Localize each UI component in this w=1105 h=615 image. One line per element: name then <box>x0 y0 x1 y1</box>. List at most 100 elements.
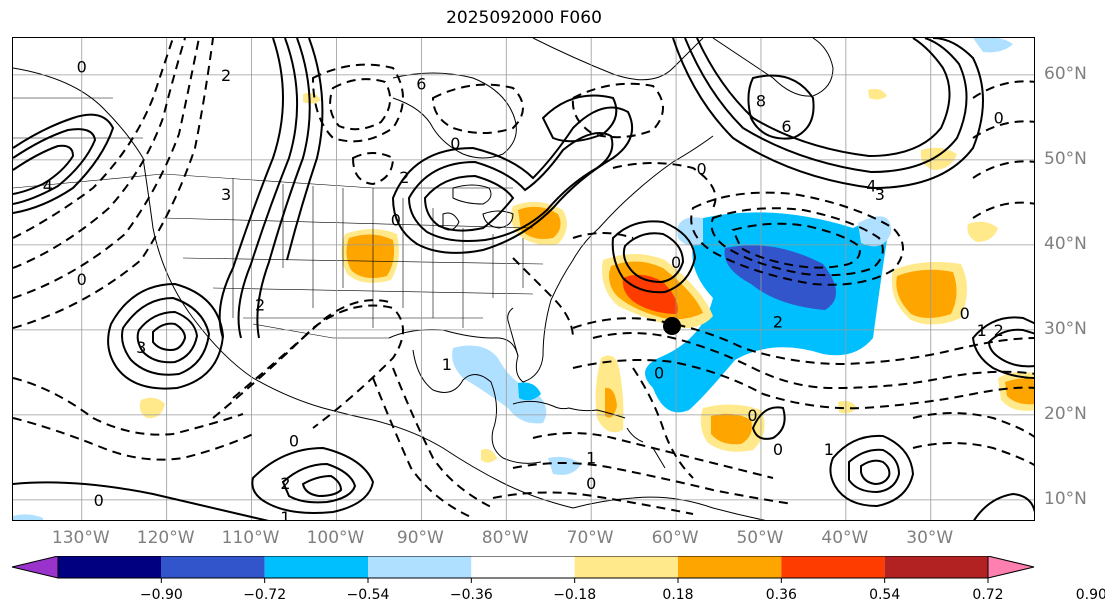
positive-anomaly-region <box>967 221 998 242</box>
positive-anomaly-region <box>303 92 321 104</box>
colorbar-segment <box>471 556 575 578</box>
positive-anomaly-region <box>838 400 857 414</box>
contour-label: 1 <box>442 355 452 374</box>
contour-label: 0 <box>773 440 783 459</box>
positive-anomaly-region <box>346 234 395 278</box>
contour-label: 8 <box>756 91 766 110</box>
coastlines <box>13 38 834 520</box>
colorbar-tick-label: −0.36 <box>449 587 493 603</box>
contour-label: 3 <box>875 185 885 204</box>
longitude-label: 90°W <box>396 528 444 548</box>
longitude-label: 80°W <box>481 528 529 548</box>
positive-anomaly-region <box>605 387 617 418</box>
positive-anomaly-region <box>868 88 887 100</box>
latitude-label: 60°N <box>1044 63 1087 84</box>
colorbar-tick-label: −0.18 <box>553 587 597 603</box>
colorbar-segment <box>368 556 472 578</box>
contour-label: 0 <box>289 431 299 450</box>
longitude-label: 100°W <box>306 528 365 548</box>
contour-label: 3 <box>221 185 231 204</box>
contour-label: 0 <box>77 270 87 289</box>
latitude-label: 50°N <box>1044 148 1087 169</box>
contour-label: 0 <box>654 363 664 382</box>
contour-label: 2 <box>280 474 290 493</box>
colorbar-extend-high <box>987 556 1035 579</box>
latitude-label: 30°N <box>1044 318 1087 339</box>
state-borders <box>13 97 544 339</box>
colorbar-tick-label: 0.90 <box>1075 587 1105 603</box>
contour-label: 4 <box>43 176 53 195</box>
longitude-label: 30°W <box>906 528 954 548</box>
storm-center-marker <box>663 317 681 335</box>
latitude-label: 10°N <box>1044 488 1087 509</box>
negative-anomaly-region <box>645 212 889 413</box>
colorbar-segment <box>161 556 265 578</box>
contour-label: 2 <box>773 312 783 331</box>
longitude-label: 50°W <box>736 528 784 548</box>
colorbar-segment <box>678 556 782 578</box>
negative-anomaly-region <box>518 382 541 401</box>
colorbar-tick-label: −0.90 <box>139 587 183 603</box>
contour-label: 0 <box>450 134 460 153</box>
solid-contours <box>13 38 1034 520</box>
contour-label: 0 <box>671 253 681 272</box>
longitude-label: 110°W <box>221 528 280 548</box>
contour-label: 4 <box>866 176 876 195</box>
contour-label: 0 <box>960 304 970 323</box>
longitude-label: 120°W <box>136 528 195 548</box>
longitude-label: 130°W <box>51 528 110 548</box>
contour-label: 1 <box>586 448 596 467</box>
negative-anomaly-region <box>677 216 892 247</box>
contour-label: 6 <box>416 74 426 93</box>
contour-label: 1 <box>824 440 834 459</box>
contour-label: 2 <box>255 295 265 314</box>
contour-label: 0 <box>391 210 401 229</box>
colorbar-tick-label: 0.72 <box>972 587 1004 603</box>
colorbar-extend-low <box>11 556 59 579</box>
colorbar-tick-label: 0.36 <box>765 587 797 603</box>
lat-lon-grid <box>13 38 1034 520</box>
longitude-label: 40°W <box>821 528 869 548</box>
positive-anomaly-region <box>711 413 752 445</box>
colorbar-tick-label: 0.54 <box>869 587 901 603</box>
colorbar-tick-label: 0.18 <box>662 587 694 603</box>
contour-label: 2 <box>994 321 1004 340</box>
negative-anomaly-region <box>973 38 1013 53</box>
contour-label: 0 <box>696 159 706 178</box>
negative-anomaly-region <box>13 514 43 520</box>
positive-anomaly-region <box>518 206 561 239</box>
latitude-label: 40°N <box>1044 233 1087 254</box>
positive-anomaly-region <box>1005 378 1034 405</box>
positive-anomaly-region <box>920 147 957 170</box>
colorbar-tick-label: −0.54 <box>346 587 390 603</box>
latitude-label: 20°N <box>1044 403 1087 424</box>
longitude-label: 60°W <box>651 528 699 548</box>
longitude-label: 70°W <box>566 528 614 548</box>
contour-label: 3 <box>136 338 146 357</box>
contour-label: 0 <box>994 108 1004 127</box>
negative-anomaly-region <box>452 345 547 424</box>
contour-label: 0 <box>94 491 104 510</box>
negative-anomaly-region <box>548 456 581 475</box>
colorbar-segment <box>884 556 988 578</box>
positive-anomaly-region <box>139 397 165 419</box>
positive-anomaly-region <box>896 269 957 318</box>
colorbar-segment <box>781 556 885 578</box>
colorbar-segment <box>574 556 678 578</box>
dashed-contours <box>13 38 1034 519</box>
map-title: 2025092000 F060 <box>446 8 602 28</box>
contour-label: 1 <box>977 321 987 340</box>
colorbar-segment <box>58 556 162 578</box>
colorbar <box>11 556 1035 583</box>
positive-anomaly-region <box>622 274 678 314</box>
contour-label: 0 <box>77 57 87 76</box>
contour-label: 0 <box>586 474 596 493</box>
colorbar-tick-label: −0.72 <box>243 587 287 603</box>
contour-label: 2 <box>221 66 231 85</box>
contour-label: 6 <box>781 117 791 136</box>
shaded-anomaly-layer <box>13 38 1034 520</box>
positive-anomaly-region <box>481 449 497 463</box>
